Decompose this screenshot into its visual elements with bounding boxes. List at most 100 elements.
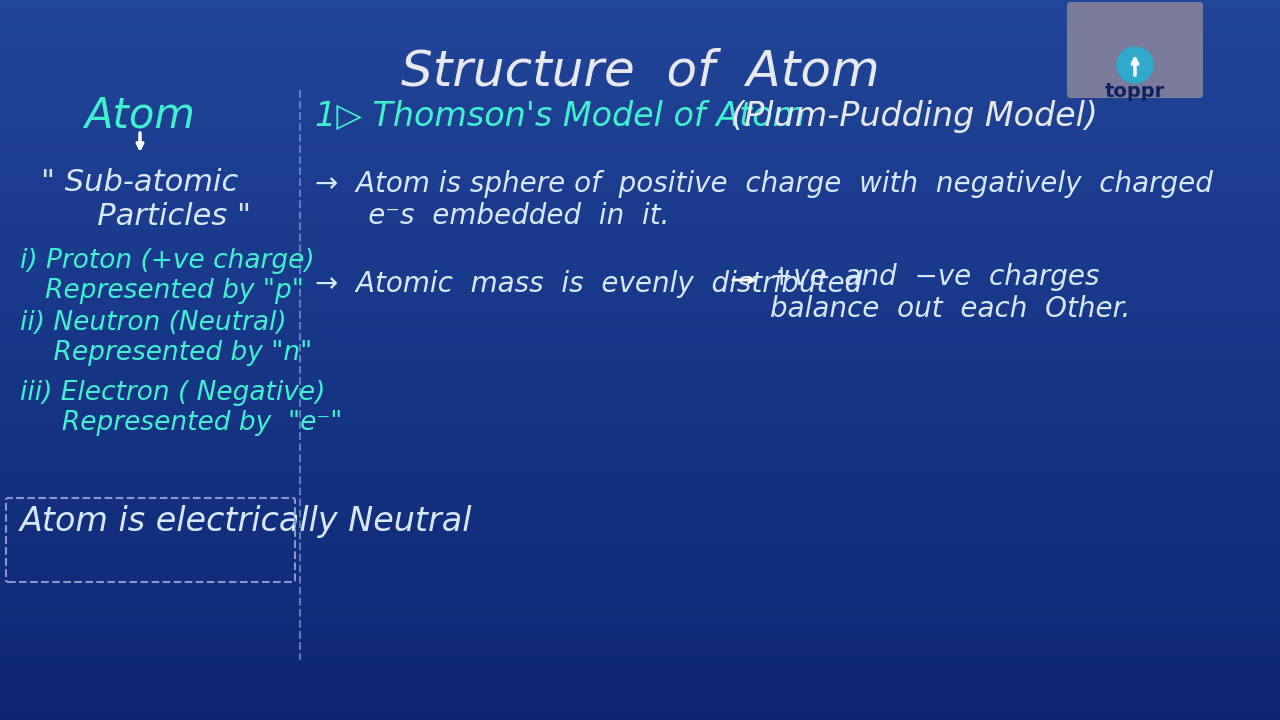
Bar xyxy=(0,238,1280,245)
Bar xyxy=(0,22,1280,29)
Bar xyxy=(0,634,1280,641)
Bar xyxy=(0,677,1280,684)
Bar xyxy=(0,562,1280,569)
Bar xyxy=(0,7,1280,14)
Text: +ve  and  −ve  charges
balance  out  each  Other.: +ve and −ve charges balance out each Oth… xyxy=(771,263,1130,323)
Bar xyxy=(0,713,1280,720)
Bar xyxy=(0,533,1280,540)
Bar xyxy=(0,461,1280,468)
Bar xyxy=(0,310,1280,317)
Bar xyxy=(0,360,1280,367)
Bar xyxy=(0,619,1280,626)
Text: Atom is electrically Neutral: Atom is electrically Neutral xyxy=(20,505,472,538)
Bar xyxy=(0,317,1280,324)
Bar xyxy=(0,504,1280,511)
Bar xyxy=(0,50,1280,58)
Text: ii) Neutron (Neutral)
    Represented by "n": ii) Neutron (Neutral) Represented by "n" xyxy=(20,310,312,366)
Bar xyxy=(0,468,1280,475)
Bar xyxy=(0,137,1280,144)
Bar xyxy=(0,518,1280,526)
FancyBboxPatch shape xyxy=(1068,2,1203,98)
Bar xyxy=(0,425,1280,432)
Bar xyxy=(0,418,1280,425)
Bar xyxy=(0,29,1280,36)
Bar xyxy=(0,72,1280,79)
Bar xyxy=(0,432,1280,439)
Bar xyxy=(0,202,1280,209)
Bar xyxy=(0,166,1280,173)
Bar xyxy=(0,346,1280,353)
Bar xyxy=(0,576,1280,583)
Bar xyxy=(0,187,1280,194)
Bar xyxy=(0,209,1280,216)
Text: →  Atom is sphere of  positive  charge  with  negatively  charged
      e⁻s  emb: → Atom is sphere of positive charge with… xyxy=(315,170,1213,230)
Text: " Sub-atomic
       Particles ": " Sub-atomic Particles " xyxy=(29,168,251,230)
Bar xyxy=(0,598,1280,605)
Bar xyxy=(0,475,1280,482)
Bar xyxy=(0,230,1280,238)
Bar xyxy=(0,324,1280,331)
Bar xyxy=(0,281,1280,288)
Bar xyxy=(0,331,1280,338)
Bar xyxy=(0,353,1280,360)
Bar xyxy=(0,396,1280,403)
Bar xyxy=(0,439,1280,446)
Bar xyxy=(0,691,1280,698)
Bar xyxy=(0,86,1280,94)
Bar xyxy=(0,410,1280,418)
Bar xyxy=(0,511,1280,518)
Bar xyxy=(0,583,1280,590)
Bar xyxy=(0,252,1280,259)
Bar xyxy=(0,295,1280,302)
Bar xyxy=(0,288,1280,295)
Bar xyxy=(0,612,1280,619)
Text: 1▷ Thomson's Model of Atom: 1▷ Thomson's Model of Atom xyxy=(315,100,805,133)
Bar xyxy=(0,626,1280,634)
Bar xyxy=(0,670,1280,677)
Text: Atom: Atom xyxy=(84,95,196,137)
Bar xyxy=(0,194,1280,202)
Bar xyxy=(0,403,1280,410)
Text: toppr: toppr xyxy=(1105,82,1165,101)
Bar xyxy=(0,223,1280,230)
Bar xyxy=(0,569,1280,576)
Bar xyxy=(0,58,1280,65)
Text: i) Proton (+ve charge)
   Represented by "p": i) Proton (+ve charge) Represented by "p… xyxy=(20,248,315,304)
Bar xyxy=(0,547,1280,554)
Text: iii) Electron ( Negative)
     Represented by  "e⁻": iii) Electron ( Negative) Represented by… xyxy=(20,380,342,436)
Bar xyxy=(0,706,1280,713)
Bar xyxy=(0,374,1280,382)
Bar xyxy=(0,454,1280,461)
Bar xyxy=(0,590,1280,598)
Bar xyxy=(0,389,1280,396)
Bar xyxy=(0,14,1280,22)
Bar xyxy=(0,648,1280,655)
Bar xyxy=(0,43,1280,50)
Bar xyxy=(0,605,1280,612)
Bar xyxy=(0,122,1280,130)
Bar xyxy=(0,302,1280,310)
Bar xyxy=(0,266,1280,274)
Bar xyxy=(0,173,1280,180)
Bar xyxy=(0,36,1280,43)
Bar xyxy=(0,216,1280,223)
Bar xyxy=(0,94,1280,101)
Bar xyxy=(0,259,1280,266)
Bar xyxy=(0,79,1280,86)
Bar xyxy=(0,144,1280,151)
Bar xyxy=(0,655,1280,662)
Bar xyxy=(0,698,1280,706)
Bar xyxy=(0,245,1280,252)
Bar xyxy=(0,338,1280,346)
Bar xyxy=(0,490,1280,497)
Bar xyxy=(0,0,1280,7)
Bar xyxy=(0,540,1280,547)
Bar xyxy=(0,554,1280,562)
Bar xyxy=(0,497,1280,504)
Bar xyxy=(0,367,1280,374)
Bar xyxy=(0,65,1280,72)
Bar xyxy=(0,151,1280,158)
Bar xyxy=(0,684,1280,691)
Bar xyxy=(0,274,1280,281)
Bar xyxy=(0,158,1280,166)
